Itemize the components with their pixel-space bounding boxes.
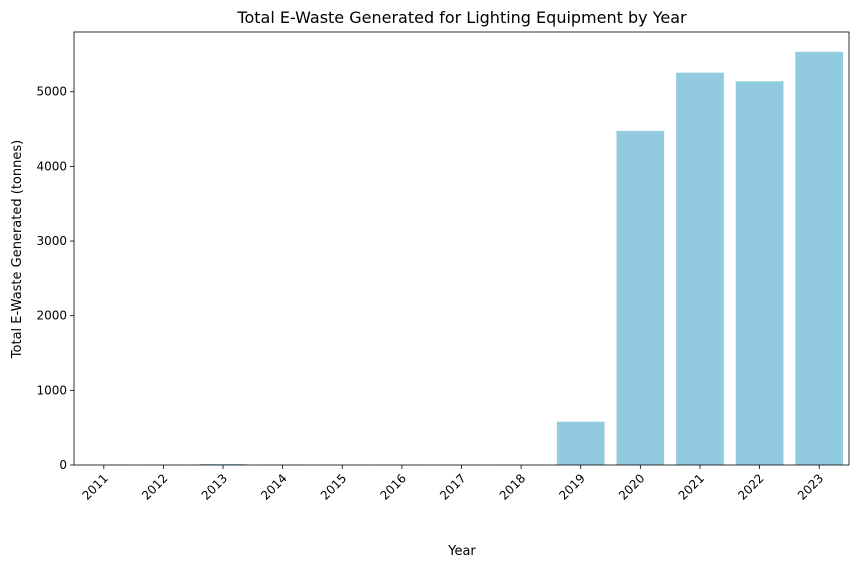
y-tick-label: 3000	[36, 234, 67, 248]
bar-2013	[199, 464, 247, 465]
x-tick-label: 2014	[258, 471, 289, 502]
bar-2021	[676, 72, 724, 465]
x-axis-ticks: 2011 2012 2013 2014 2015 2016 2017 2018 2019 2020…	[79, 465, 826, 503]
bar-2023	[795, 51, 844, 465]
y-tick-label: 1000	[36, 383, 67, 397]
y-tick-label: 5000	[36, 85, 67, 99]
chart-title: Total E-Waste Generated for Lighting Equ…	[236, 8, 687, 27]
x-tick-label: 2021	[676, 471, 707, 502]
y-tick-label: 4000	[36, 159, 67, 173]
x-tick-label: 2011	[79, 471, 110, 502]
bar-2020	[616, 130, 665, 466]
x-tick-label: 2023	[795, 471, 826, 502]
y-tick-label: 2000	[36, 309, 67, 323]
x-tick-label: 2022	[735, 471, 766, 502]
bar-2022	[735, 81, 784, 466]
y-axis-ticks: 0 1000 2000 3000 4000 5000	[36, 85, 74, 472]
x-tick-label: 2013	[199, 471, 230, 502]
x-axis-label: Year	[447, 544, 476, 559]
x-tick-label: 2017	[437, 471, 468, 502]
bar-2019	[556, 421, 605, 465]
y-tick-label: 0	[59, 458, 67, 472]
x-tick-label: 2020	[616, 471, 647, 502]
x-tick-label: 2012	[139, 471, 170, 502]
x-tick-label: 2016	[378, 471, 409, 502]
x-tick-label: 2015	[318, 471, 349, 502]
plot-frame	[73, 31, 850, 466]
bars-group	[79, 51, 844, 466]
x-tick-label: 2019	[556, 471, 587, 502]
y-axis-label: Total E-Waste Generated (tonnes)	[10, 140, 25, 359]
x-tick-label: 2018	[497, 471, 528, 502]
